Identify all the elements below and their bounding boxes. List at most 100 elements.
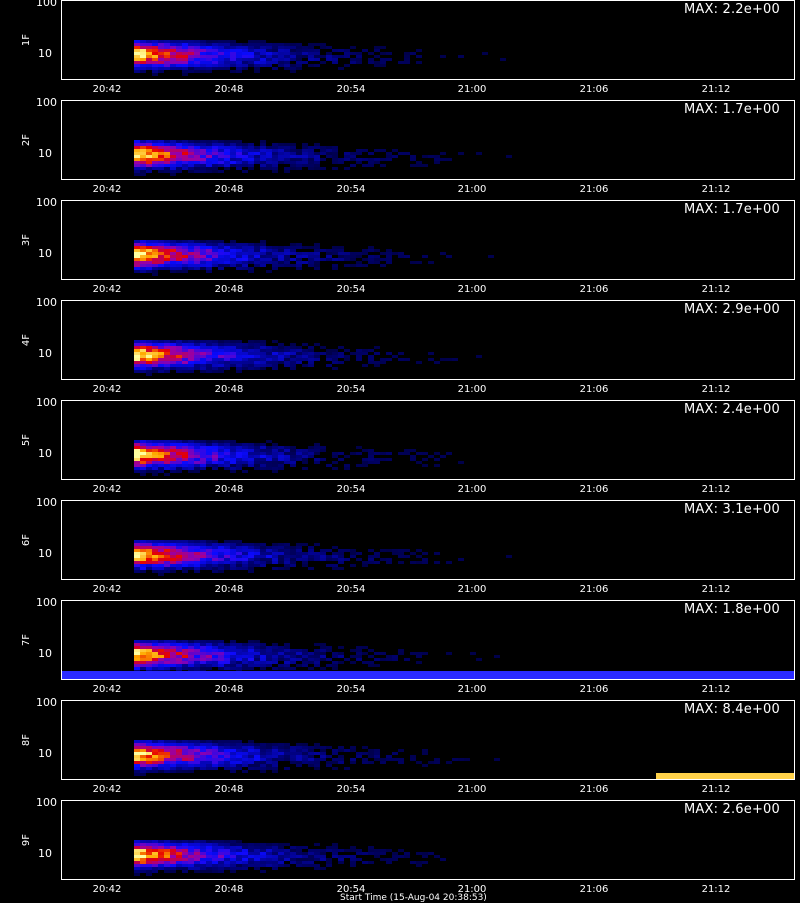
spectrogram-cell (422, 452, 428, 455)
spectrogram-cell (200, 370, 206, 373)
spectrogram-cell (278, 864, 284, 867)
spectrogram-cell (212, 161, 218, 164)
spectrogram-cell (182, 243, 188, 246)
spectrogram-cell (368, 649, 374, 652)
spectrogram-cell (224, 164, 230, 167)
spectrogram-cell (308, 355, 314, 358)
spectrogram-cell (188, 852, 194, 855)
spectrogram-cell (272, 349, 278, 352)
spectrogram-cell (182, 258, 188, 261)
spectrogram-cell (140, 164, 146, 167)
spectrogram-cell (302, 543, 308, 546)
spectrogram-cell (146, 640, 152, 643)
spectrogram-cell (134, 358, 140, 361)
spectrogram-cell (224, 549, 230, 552)
spectrogram-cell (230, 149, 236, 152)
spectrogram-cell (218, 555, 224, 558)
spectrogram-cell (176, 40, 182, 43)
spectrogram-cell (140, 267, 146, 270)
spectrogram-cell (242, 343, 248, 346)
spectrogram-cell (182, 252, 188, 255)
spectrogram-cell (224, 861, 230, 864)
spectrogram-cell (386, 858, 392, 861)
spectrogram-cell (164, 40, 170, 43)
spectrogram-cell (170, 658, 176, 661)
spectrogram-cell (218, 743, 224, 746)
spectrogram-cell (170, 443, 176, 446)
spectrogram-cell (248, 246, 254, 249)
spectrogram-cell (164, 643, 170, 646)
spectrogram-cell (230, 467, 236, 470)
spectrogram-cell (314, 343, 320, 346)
spectrogram-cell (170, 158, 176, 161)
spectrogram-cell (140, 849, 146, 852)
spectrogram-cell (440, 252, 446, 255)
spectrogram-cell (320, 655, 326, 658)
spectrogram-cell (230, 40, 236, 43)
spectrogram-cell (212, 440, 218, 443)
spectrogram-cell (200, 249, 206, 252)
spectrogram-cell (236, 49, 242, 52)
spectrogram-cell (362, 349, 368, 352)
spectrogram-cell (164, 55, 170, 58)
spectrogram-cell (380, 849, 386, 852)
spectrogram-cell (248, 255, 254, 258)
spectrogram-cell (212, 749, 218, 752)
spectrogram-cell (314, 867, 320, 870)
spectrogram-cell (260, 46, 266, 49)
spectrogram-cell (158, 264, 164, 267)
spectrogram-cell (212, 167, 218, 170)
spectrogram-cell (284, 849, 290, 852)
spectrogram-cell (170, 770, 176, 773)
spectrogram-cell (170, 643, 176, 646)
spectrogram-cell (332, 155, 338, 158)
spectrogram-cell (134, 761, 140, 764)
spectrogram-cell (224, 461, 230, 464)
spectrogram-cell (170, 243, 176, 246)
spectrogram-cell (224, 749, 230, 752)
spectrogram-cell (440, 158, 446, 161)
spectrogram-image (134, 440, 464, 476)
spectrogram-plot (61, 600, 795, 680)
spectrogram-cell (284, 852, 290, 855)
spectrogram-cell (152, 646, 158, 649)
spectrogram-cell (320, 55, 326, 58)
spectrogram-cell (140, 149, 146, 152)
spectrogram-cell (308, 349, 314, 352)
spectrogram-cell (278, 46, 284, 49)
spectrogram-cell (170, 552, 176, 555)
spectrogram-cell (302, 458, 308, 461)
spectrogram-cell (140, 161, 146, 164)
spectrogram-cell (386, 755, 392, 758)
spectrogram-image (134, 240, 494, 276)
spectrogram-cell (170, 852, 176, 855)
spectrogram-cell (182, 164, 188, 167)
spectrogram-cell (140, 61, 146, 64)
spectrogram-cell (134, 361, 140, 364)
spectrogram-cell (206, 255, 212, 258)
spectrogram-cell (134, 770, 140, 773)
spectrogram-cell (386, 658, 392, 661)
spectrogram-cell (278, 758, 284, 761)
spectrogram-cell (272, 646, 278, 649)
spectrogram-cell (176, 155, 182, 158)
spectrogram-cell (434, 155, 440, 158)
spectrogram-cell (368, 561, 374, 564)
spectrogram-cell (158, 840, 164, 843)
spectrogram-cell (188, 340, 194, 343)
spectrogram-cell (344, 55, 350, 58)
spectrogram-cell (206, 646, 212, 649)
spectrogram-cell (134, 555, 140, 558)
spectrogram-cell (290, 367, 296, 370)
spectrogram-cell (230, 61, 236, 64)
spectrogram-cell (320, 149, 326, 152)
spectrogram-cell (152, 567, 158, 570)
spectrogram-cell (266, 252, 272, 255)
spectrogram-cell (266, 52, 272, 55)
spectrogram-cell (266, 743, 272, 746)
spectrogram-cell (266, 558, 272, 561)
spectrogram-panel: 7F 100 10 MAX: 1.8e+00 20:42 20:48 20:54 21:00 2… (0, 597, 800, 700)
spectrogram-cell (236, 543, 242, 546)
spectrogram-cell (194, 846, 200, 849)
spectrogram-cell (326, 52, 332, 55)
